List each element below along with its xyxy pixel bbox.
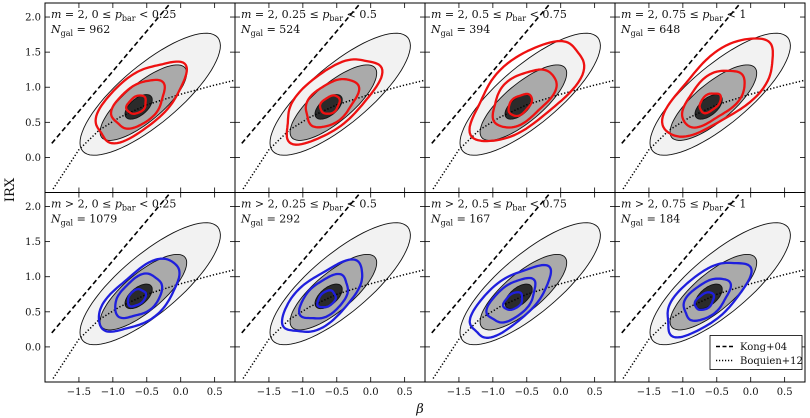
y-tick-label: 2.0 [25,13,41,24]
x-tick-label: −1.0 [671,387,695,398]
panel-title: m = 2, 0 ≤ pbar < 0.25 [51,8,176,23]
x-tick-label: −0.5 [705,387,729,398]
sample-contour-2 [491,68,558,129]
panel-1 [51,3,235,190]
sample-contour-2 [304,77,361,129]
panel-3 [431,3,615,190]
kong04-line [431,3,552,144]
panel-ngal: Ngal = 184 [620,213,680,228]
x-axis-label: β [415,402,424,417]
x-tick-label: −0.5 [515,387,539,398]
y-tick-label: 1.0 [25,272,41,283]
x-tick-label: −1.5 [67,387,91,398]
sample-contour-3 [280,258,364,333]
x-tick-label: −1.5 [637,387,661,398]
sample-contour-3 [660,37,774,138]
x-tick-label: −0.5 [325,387,349,398]
sample-contour-3 [97,257,181,333]
x-tick-label: −1.0 [291,387,315,398]
sample-contour-3 [94,60,189,145]
panel-ngal: Ngal = 1079 [50,213,117,228]
y-tick-label: 0.0 [25,153,41,164]
y-axis-label: IRX [3,177,18,202]
y-tick-label: 2.0 [25,202,41,213]
legend-label: Kong+04 [740,342,787,353]
panel-title: m = 2, 0.75 ≤ pbar < 1 [621,8,746,23]
x-tick-label: −1.5 [257,387,281,398]
sample-contour-3 [666,261,753,339]
panel-ngal: Ngal = 167 [430,213,490,228]
panel-ngal: Ngal = 292 [240,213,300,228]
y-tick-label: 1.0 [25,83,41,94]
sample-contour-3 [468,39,586,143]
panel-ngal: Ngal = 394 [430,23,490,38]
sample-contour-2 [682,277,733,322]
kong04-line [241,192,362,334]
x-tick-label: 0.5 [777,387,793,398]
panel-ngal: Ngal = 962 [50,23,110,38]
panel-ngal: Ngal = 524 [240,23,300,38]
y-tick-label: 1.5 [25,48,41,59]
background-contour-inner [504,283,533,310]
y-tick-label: 0.5 [25,118,41,129]
panel-title: m > 2, 0.25 ≤ pbar < 0.5 [241,198,377,213]
kong04-line [621,192,742,334]
panel-5 [51,192,235,379]
legend-label: Boquien+12 [740,356,803,367]
panel-title: m > 2, 0.75 ≤ pbar < 1 [621,198,746,213]
x-tick-label: 0.5 [397,387,413,398]
x-tick-label: −1.0 [101,387,125,398]
panel-4 [621,3,805,190]
x-tick-label: 0.5 [587,387,603,398]
x-tick-label: −1.0 [481,387,505,398]
x-tick-label: 0.0 [173,387,189,398]
kong04-line [241,3,362,144]
sample-contour-3 [468,263,553,339]
sample-contour-2 [114,272,164,320]
background-contour-inner [124,283,153,310]
sample-contour-1 [126,287,148,308]
sample-contour-2 [680,69,746,129]
kong04-line [431,192,552,334]
sample-contour-2 [485,276,537,324]
sample-contour-1 [318,94,341,115]
sample-contour-2 [109,78,166,130]
y-tick-label: 1.5 [25,237,41,248]
panel-title: m = 2, 0.25 ≤ pbar < 0.5 [241,8,377,23]
panel-8 [621,192,805,379]
background-contour-inner [314,283,343,310]
panel-ngal: Ngal = 648 [620,23,680,38]
panel-2 [241,3,425,190]
panel-title: m > 2, 0.5 ≤ pbar < 0.75 [431,198,567,213]
x-tick-label: −0.5 [135,387,159,398]
sample-contour-1 [316,289,337,309]
sample-contour-1 [501,291,524,312]
y-tick-label: 0.0 [25,342,41,353]
legend: Kong+04 Boquien+12 [709,335,803,370]
sample-contour-1 [125,94,147,115]
sample-contour-1 [698,92,723,115]
panel-frame [614,192,806,383]
x-tick-label: −1.5 [447,387,471,398]
x-tick-label: 0.0 [363,387,379,398]
x-tick-label: 0.0 [553,387,569,398]
panel-6 [241,192,425,379]
x-tick-label: 0.5 [207,387,223,398]
kong04-line [51,192,172,334]
sample-contour-1 [693,291,716,312]
kong04-line [621,3,742,144]
y-tick-label: 0.5 [25,307,41,318]
sample-contour-2 [297,272,350,320]
kong04-line [51,3,172,144]
legend-box [709,335,803,370]
panel-title: m = 2, 0.5 ≤ pbar < 0.75 [431,8,567,23]
panel-7 [431,192,615,379]
sample-contour-3 [285,58,384,146]
x-tick-label: 0.0 [743,387,759,398]
sample-contour-1 [507,92,534,118]
panel-title: m > 2, 0 ≤ pbar < 0.25 [51,198,176,213]
